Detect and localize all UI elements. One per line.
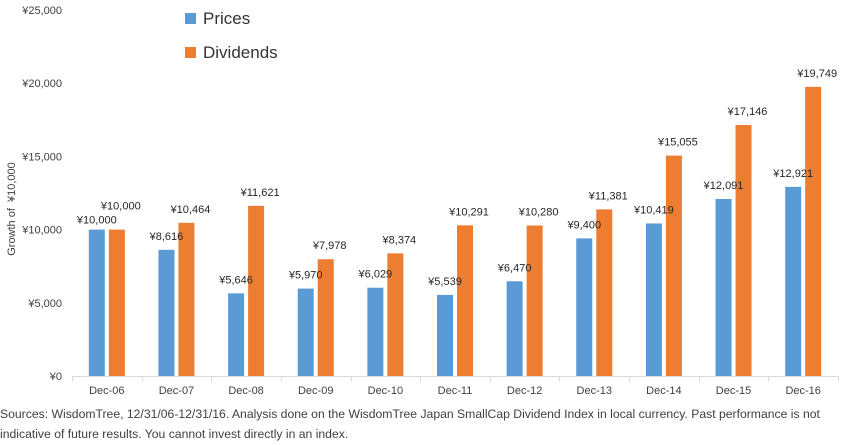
x-tick-label: Dec-07 xyxy=(159,385,194,397)
data-label-dividends: ¥17,146 xyxy=(727,106,768,118)
bar-prices xyxy=(367,287,384,376)
y-tick-label: ¥0 xyxy=(49,371,62,383)
bar-prices xyxy=(645,223,662,376)
data-label-prices: ¥6,470 xyxy=(497,262,532,274)
bar-dividends xyxy=(317,259,334,376)
y-tick-label: ¥10,000 xyxy=(21,225,62,237)
x-tick-label: Dec-14 xyxy=(646,385,681,397)
data-label-dividends: ¥10,000 xyxy=(100,201,141,213)
bar-prices xyxy=(158,249,175,376)
bar-dividends xyxy=(248,205,265,376)
bar-dividends xyxy=(457,225,473,376)
x-tick-label: Dec-11 xyxy=(438,385,473,397)
data-label-dividends: ¥11,621 xyxy=(240,187,280,199)
bar-dividends xyxy=(596,209,613,376)
bar-prices xyxy=(437,294,453,376)
legend-swatch-prices xyxy=(185,13,196,24)
x-tick-label: Dec-08 xyxy=(228,385,263,397)
data-label-dividends: ¥8,374 xyxy=(382,234,417,246)
legend-label-prices: Prices xyxy=(203,9,250,28)
bar-dividends xyxy=(735,124,752,376)
data-label-prices: ¥10,000 xyxy=(76,215,117,227)
y-tick-label: ¥25,000 xyxy=(21,5,62,17)
data-label-prices: ¥5,646 xyxy=(218,274,253,286)
x-tick-label: Dec-13 xyxy=(577,385,612,397)
bar-prices xyxy=(297,288,314,376)
legend-swatch-dividends xyxy=(185,47,196,58)
data-label-prices: ¥9,400 xyxy=(566,219,601,231)
bar-prices xyxy=(576,238,593,376)
data-label-dividends: ¥10,291 xyxy=(448,206,489,218)
source-note: Sources: WisdomTree, 12/31/06-12/31/16. … xyxy=(0,407,820,441)
x-tick-label: Dec-09 xyxy=(298,385,333,397)
x-tick-label: Dec-10 xyxy=(368,385,403,397)
y-tick-label: ¥5,000 xyxy=(27,298,62,310)
data-label-prices: ¥8,616 xyxy=(149,231,184,243)
legend-label-dividends: Dividends xyxy=(203,43,278,62)
data-label-prices: ¥5,970 xyxy=(288,270,323,282)
data-label-prices: ¥12,091 xyxy=(703,180,744,192)
data-label-prices: ¥10,419 xyxy=(633,204,674,216)
data-label-dividends: ¥15,055 xyxy=(657,137,698,149)
bar-prices xyxy=(228,293,245,376)
data-label-dividends: ¥10,464 xyxy=(170,204,211,216)
bar-prices xyxy=(506,281,523,376)
bar-dividends xyxy=(526,225,543,376)
data-label-prices: ¥6,029 xyxy=(358,269,393,281)
bar-prices xyxy=(715,198,732,376)
data-label-dividends: ¥10,280 xyxy=(518,207,559,219)
data-label-dividends: ¥11,381 xyxy=(588,190,628,202)
bar-prices xyxy=(785,186,802,376)
bar-prices xyxy=(88,229,105,376)
data-label-dividends: ¥7,978 xyxy=(312,240,347,252)
bar-dividends xyxy=(178,222,195,376)
bar-chart: ¥0 ¥5,000 ¥10,000 ¥15,000 ¥20,000 ¥25,000 Grow… xyxy=(6,5,839,397)
y-axis-title: Growth of ¥10,000 xyxy=(6,162,18,256)
x-tick-label: Dec-06 xyxy=(89,385,124,397)
y-tick-label: ¥15,000 xyxy=(21,151,62,163)
data-label-prices: ¥12,921 xyxy=(772,168,813,180)
bar-dividends xyxy=(805,86,822,377)
data-label-prices: ¥5,539 xyxy=(427,276,462,288)
bar-dividends xyxy=(387,253,404,376)
x-tick-label: Dec-15 xyxy=(716,385,751,397)
data-label-dividends: ¥19,749 xyxy=(796,68,837,80)
bar-dividends xyxy=(665,155,682,376)
bar-dividends xyxy=(108,229,125,376)
x-tick-label: Dec-16 xyxy=(785,385,820,397)
x-tick-label: Dec-12 xyxy=(507,385,542,397)
y-tick-label: ¥20,000 xyxy=(21,78,62,90)
